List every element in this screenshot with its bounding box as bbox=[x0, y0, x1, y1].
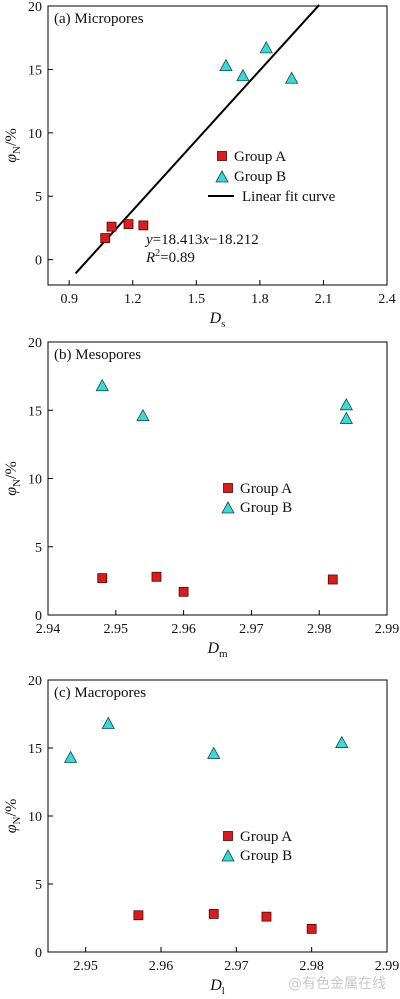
group-b-point bbox=[136, 408, 150, 422]
legend: Group A Group B Linear fit curve bbox=[208, 149, 336, 205]
group-a-point bbox=[138, 220, 149, 231]
r-squared: R2=0.89 bbox=[145, 248, 195, 266]
group-a-point bbox=[151, 571, 162, 582]
y-tick-label: 10 bbox=[28, 127, 42, 142]
legend-entry: Group A bbox=[240, 829, 292, 845]
legend-entry: Group A bbox=[234, 149, 286, 165]
group-a-point bbox=[123, 219, 134, 230]
x-tick-label: 2.98 bbox=[307, 622, 332, 637]
x-axis-label: Ds bbox=[209, 310, 226, 330]
chart-panel-1: 0.9 1.2 1.5 1.8 2.1 2.4 0 5 10 15 20 (a) Micropores… bbox=[3, 0, 396, 330]
group-b-point bbox=[63, 750, 78, 763]
x-tick-label: 2.97 bbox=[239, 622, 264, 637]
group-a-point bbox=[208, 909, 219, 919]
plot-frame bbox=[47, 5, 388, 286]
x-tick-label: 2.94 bbox=[36, 622, 61, 637]
y-tick-label: 10 bbox=[28, 473, 42, 488]
y-tick-label: 0 bbox=[35, 609, 42, 624]
group-a-point bbox=[178, 586, 189, 597]
legend-triangle-icon bbox=[215, 170, 229, 183]
x-tick-label: 1.2 bbox=[124, 292, 142, 307]
x-axis-label: Dl bbox=[209, 977, 225, 997]
group-a-point bbox=[306, 923, 317, 934]
group-a-point bbox=[327, 574, 338, 585]
y-axis-label: φN/% bbox=[3, 128, 23, 163]
y-tick-label: 10 bbox=[28, 810, 42, 825]
legend-entry: Group A bbox=[240, 481, 292, 497]
group-a-point bbox=[106, 221, 117, 232]
group-b-point bbox=[236, 68, 250, 82]
x-tick-label: 2.1 bbox=[315, 292, 333, 307]
y-tick-label: 15 bbox=[28, 742, 42, 757]
legend-square-icon bbox=[223, 831, 233, 841]
group-b-point bbox=[219, 58, 233, 72]
x-tick-label: 2.99 bbox=[375, 959, 400, 974]
group-b-point bbox=[101, 716, 115, 729]
y-tick-label: 15 bbox=[28, 63, 42, 78]
legend-entry: Group B bbox=[240, 848, 292, 864]
panel-label: (a) Micropores bbox=[54, 11, 144, 27]
x-tick-label: 2.95 bbox=[73, 959, 98, 974]
group-a-point bbox=[133, 910, 144, 921]
y-tick-label: 0 bbox=[35, 946, 42, 961]
x-tick-label: 2.97 bbox=[224, 959, 249, 974]
x-tick-label: 2.96 bbox=[149, 959, 174, 974]
x-tick-label: 2.96 bbox=[171, 622, 196, 637]
group-b-point bbox=[95, 378, 109, 392]
group-b-point bbox=[339, 397, 353, 411]
y-tick-label: 20 bbox=[28, 336, 42, 351]
x-tick-label: 2.99 bbox=[375, 622, 400, 637]
y-axis-label: φN/% bbox=[3, 799, 23, 834]
y-tick-label: 5 bbox=[35, 190, 42, 205]
x-tick-label: 0.9 bbox=[60, 292, 78, 307]
panel-label: (b) Mesopores bbox=[54, 347, 141, 363]
y-tick-label: 20 bbox=[28, 674, 42, 689]
group-b-point bbox=[284, 71, 299, 84]
y-tick-label: 15 bbox=[28, 404, 42, 419]
legend-triangle-icon bbox=[221, 849, 235, 862]
group-b-point bbox=[335, 735, 349, 748]
watermark: @有色金属在线 bbox=[288, 976, 386, 992]
group-a-point bbox=[97, 573, 108, 584]
y-tick-label: 20 bbox=[28, 0, 42, 15]
x-axis-label: Dm bbox=[206, 640, 228, 660]
group-a-point bbox=[261, 911, 272, 922]
legend: Group A Group B bbox=[221, 481, 292, 516]
legend-square-icon bbox=[223, 483, 233, 493]
chart-panel-3: 2.95 2.96 2.97 2.98 2.99 0 5 10 15 20 (c) Macropor… bbox=[3, 674, 399, 997]
legend-entry: Group B bbox=[240, 500, 292, 516]
group-b-point bbox=[259, 41, 273, 54]
legend-triangle-icon bbox=[221, 501, 235, 514]
y-tick-label: 5 bbox=[35, 541, 42, 556]
legend-square-icon bbox=[217, 151, 227, 161]
x-tick-label: 1.5 bbox=[188, 292, 206, 307]
group-b-point bbox=[207, 746, 221, 759]
legend-entry: Group B bbox=[234, 169, 286, 185]
x-tick-label: 2.95 bbox=[104, 622, 129, 637]
legend-entry: Linear fit curve bbox=[242, 189, 336, 205]
fit-equation: y=18.413x−18.212 bbox=[144, 232, 259, 248]
group-b-point bbox=[339, 411, 353, 424]
y-tick-label: 0 bbox=[35, 254, 42, 269]
panel-label: (c) Macropores bbox=[54, 685, 146, 701]
legend: Group A Group B bbox=[221, 829, 292, 864]
group-a-point bbox=[100, 233, 111, 243]
x-tick-label: 2.98 bbox=[299, 959, 324, 974]
chart-panel-2: 2.94 2.95 2.96 2.97 2.98 2.99 0 5 10 15 20 (b) Meso… bbox=[3, 336, 399, 660]
x-tick-label: 2.4 bbox=[378, 292, 396, 307]
y-axis-label: φN/% bbox=[3, 461, 23, 496]
x-tick-label: 1.8 bbox=[251, 292, 269, 307]
y-tick-label: 5 bbox=[35, 878, 42, 893]
